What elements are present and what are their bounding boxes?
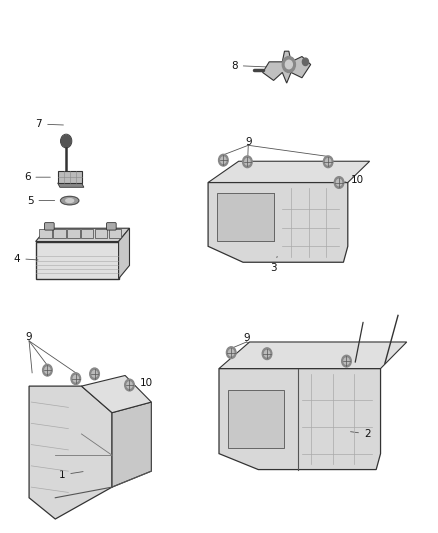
Ellipse shape: [60, 196, 79, 205]
Polygon shape: [263, 51, 311, 83]
Circle shape: [245, 158, 250, 165]
Circle shape: [334, 176, 344, 188]
Polygon shape: [219, 342, 407, 368]
Polygon shape: [208, 182, 348, 262]
Circle shape: [229, 350, 234, 356]
Circle shape: [243, 156, 252, 167]
Polygon shape: [58, 183, 84, 187]
Text: 9: 9: [245, 136, 251, 147]
FancyBboxPatch shape: [95, 229, 107, 238]
Circle shape: [45, 367, 50, 374]
FancyBboxPatch shape: [35, 241, 119, 279]
FancyBboxPatch shape: [109, 229, 121, 238]
Text: 1: 1: [59, 470, 83, 480]
Text: 4: 4: [14, 254, 38, 263]
Text: 10: 10: [342, 175, 364, 185]
Polygon shape: [29, 386, 112, 519]
Circle shape: [302, 58, 308, 66]
Circle shape: [92, 370, 97, 377]
Text: 10: 10: [132, 378, 153, 389]
Text: 8: 8: [231, 61, 269, 70]
Polygon shape: [217, 193, 274, 241]
Polygon shape: [208, 161, 370, 182]
Circle shape: [342, 356, 351, 367]
Text: 9: 9: [243, 333, 250, 343]
Circle shape: [286, 60, 292, 69]
Circle shape: [42, 365, 52, 376]
Text: 9: 9: [26, 332, 32, 342]
Polygon shape: [119, 228, 130, 279]
Circle shape: [61, 135, 71, 147]
Circle shape: [283, 56, 295, 72]
Polygon shape: [35, 228, 130, 241]
Text: 7: 7: [35, 119, 64, 129]
Circle shape: [71, 373, 81, 384]
Circle shape: [127, 382, 132, 388]
Circle shape: [226, 347, 236, 359]
Circle shape: [90, 368, 99, 379]
Polygon shape: [219, 368, 381, 470]
Circle shape: [325, 158, 331, 165]
Circle shape: [265, 351, 270, 357]
FancyBboxPatch shape: [106, 223, 116, 230]
Polygon shape: [228, 390, 285, 448]
FancyBboxPatch shape: [45, 223, 54, 230]
Circle shape: [125, 379, 134, 391]
Circle shape: [336, 179, 342, 185]
Ellipse shape: [66, 199, 74, 203]
Text: 5: 5: [27, 196, 55, 206]
Polygon shape: [81, 375, 151, 413]
Text: 6: 6: [24, 172, 50, 182]
Circle shape: [262, 348, 272, 360]
Polygon shape: [112, 402, 151, 487]
Circle shape: [221, 157, 226, 164]
Circle shape: [219, 155, 228, 166]
Circle shape: [344, 358, 349, 365]
Circle shape: [323, 156, 333, 167]
Circle shape: [73, 375, 78, 382]
FancyBboxPatch shape: [58, 171, 81, 183]
FancyBboxPatch shape: [39, 229, 52, 238]
Text: 3: 3: [271, 256, 277, 273]
Text: 2: 2: [350, 429, 371, 439]
FancyBboxPatch shape: [53, 229, 66, 238]
FancyBboxPatch shape: [81, 229, 93, 238]
FancyBboxPatch shape: [67, 229, 80, 238]
